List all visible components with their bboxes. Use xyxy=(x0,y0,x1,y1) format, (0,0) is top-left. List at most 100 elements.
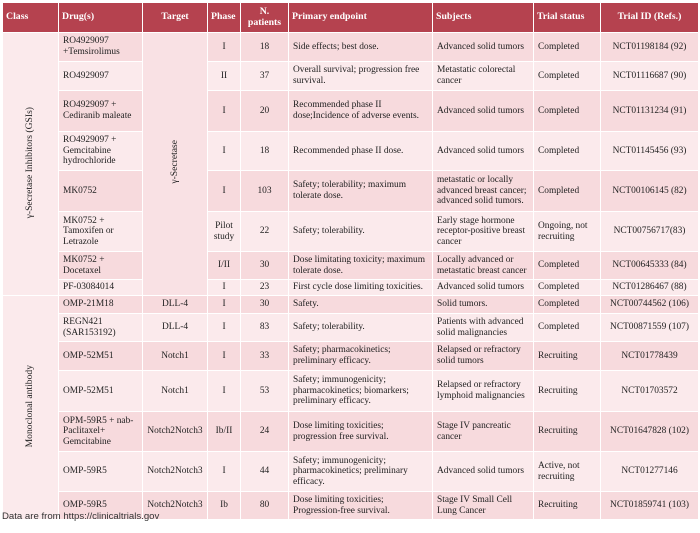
phase-cell: I xyxy=(207,279,241,296)
patients-cell: 103 xyxy=(240,170,289,212)
patients-cell: 37 xyxy=(240,61,289,91)
patients-cell: 18 xyxy=(240,32,289,62)
trial-id-cell: NCT01198184 (92) xyxy=(600,32,699,62)
patients-cell: 22 xyxy=(240,211,289,252)
subjects-cell: Advanced solid tumors xyxy=(432,451,534,492)
phase-cell: I xyxy=(207,313,241,342)
patients-cell: 18 xyxy=(240,131,289,171)
endpoint-cell: Dose limiting toxicities; progression fr… xyxy=(288,411,433,452)
phase-cell: I xyxy=(207,90,241,132)
endpoint-cell: Safety. xyxy=(288,295,433,314)
phase-cell: I xyxy=(207,451,241,492)
drug-cell: RO4929097 + Cediranib maleate xyxy=(58,90,143,132)
trial-id-cell: NCT01647828 (102) xyxy=(600,411,699,452)
trial-id-cell: NCT01131234 (91) xyxy=(600,90,699,132)
header-status: Trial status xyxy=(533,2,601,33)
status-cell: Completed xyxy=(533,131,601,171)
class-label: γ-Secretase Inhibitors (GSIs) xyxy=(24,106,36,218)
header-subjects: Subjects xyxy=(432,2,534,33)
patients-cell: 83 xyxy=(240,313,289,342)
phase-cell: Ib xyxy=(207,491,241,520)
class-label: Monoclonal antibody xyxy=(24,364,36,447)
status-cell: Completed xyxy=(533,32,601,62)
drug-cell: RO4929097 xyxy=(58,61,143,91)
subjects-cell: Advanced solid tumors xyxy=(432,32,534,62)
target-cell: DLL-4 xyxy=(142,295,208,314)
subjects-cell: Patients with advanced solid malignancie… xyxy=(432,313,534,342)
drug-cell: MK0752 + Tamoxifen or Letrazole xyxy=(58,211,143,252)
target-cell: Notch1 xyxy=(142,341,208,371)
trial-id-cell: NCT01145456 (93) xyxy=(600,131,699,171)
class-cell-antibody: Monoclonal antibody xyxy=(2,295,59,520)
endpoint-cell: First cycle dose limiting toxicities. xyxy=(288,279,433,296)
subjects-cell: metastatic or locally advanced breast ca… xyxy=(432,170,534,212)
phase-cell: I/II xyxy=(207,251,241,280)
subjects-cell: Stage IV Small Cell Lung Cancer xyxy=(432,491,534,520)
drug-cell: REGN421 (SAR153192) xyxy=(58,313,143,342)
status-cell: Recruiting xyxy=(533,370,601,412)
table-row: OMP-59R5 Notch2Notch3 Ib 80 Dose limitin… xyxy=(3,491,699,520)
trial-id-cell: NCT01703572 xyxy=(600,370,699,412)
table-row: RO4929097 II 37 Overall survival; progre… xyxy=(3,61,699,91)
patients-cell: 44 xyxy=(240,451,289,492)
patients-cell: 33 xyxy=(240,341,289,371)
phase-cell: Pilot study xyxy=(207,211,241,252)
status-cell: Completed xyxy=(533,251,601,280)
endpoint-cell: Dose limiting toxicities; Progression-fr… xyxy=(288,491,433,520)
patients-cell: 30 xyxy=(240,295,289,314)
footnote: Data are from https://clinicaltrials.gov xyxy=(2,511,160,522)
target-cell: Notch2Notch3 xyxy=(142,411,208,452)
trial-id-cell: NCT01859741 (103) xyxy=(600,491,699,520)
phase-cell: I xyxy=(207,370,241,412)
trial-id-cell: NCT00106145 (82) xyxy=(600,170,699,212)
table-row: OMP-59R5 Notch2Notch3 I 44 Safety; immun… xyxy=(3,451,699,492)
status-cell: Completed xyxy=(533,61,601,91)
drug-cell: PF-03084014 xyxy=(58,279,143,296)
drug-cell: OMP-59R5 xyxy=(58,491,143,520)
subjects-cell: Advanced solid tumors xyxy=(432,90,534,132)
clinical-trials-table: Class Drug(s) Target Phase N. patients P… xyxy=(2,2,699,520)
drug-cell: MK0752 xyxy=(58,170,143,212)
table-row: RO4929097 + Cediranib maleate I 20 Recom… xyxy=(3,90,699,132)
table-row: MK0752 + Tamoxifen or Letrazole Pilot st… xyxy=(3,211,699,252)
drug-cell: RO4929097 +Temsirolimus xyxy=(58,32,143,62)
subjects-cell: Locally advanced or metastatic breast ca… xyxy=(432,251,534,280)
target-cell-gsi: γ-Secretase xyxy=(142,32,208,296)
table-row: OMP-52M51 Notch1 I 33 Safety; pharmacoki… xyxy=(3,341,699,371)
class-cell-gsi: γ-Secretase Inhibitors (GSIs) xyxy=(2,32,59,296)
table-row: RO4929097 + Gemcitabine hydrochloride I … xyxy=(3,131,699,171)
subjects-cell: Relapsed or refractory solid tumors xyxy=(432,341,534,371)
endpoint-cell: Safety; immunogenicity; pharmacokinetics… xyxy=(288,370,433,412)
table-row: OMP-52M51 Notch1 I 53 Safety; immunogeni… xyxy=(3,370,699,412)
table-row: REGN421 (SAR153192) DLL-4 I 83 Safety; t… xyxy=(3,313,699,342)
endpoint-cell: Safety; immunogenicity; pharmacokinetics… xyxy=(288,451,433,492)
phase-cell: I xyxy=(207,131,241,171)
subjects-cell: Stage IV pancreatic cancer xyxy=(432,411,534,452)
endpoint-cell: Safety; tolerability; maximum tolerate d… xyxy=(288,170,433,212)
status-cell: Completed xyxy=(533,170,601,212)
endpoint-cell: Recommended phase II dose;Incidence of a… xyxy=(288,90,433,132)
drug-cell: OPM-59R5 + nab-Paclitaxel+ Gemcitabine xyxy=(58,411,143,452)
drug-cell: OMP-52M51 xyxy=(58,341,143,371)
header-target: Target xyxy=(142,2,208,33)
drug-cell: OMP-21M18 xyxy=(58,295,143,314)
trial-id-cell: NCT00871559 (107) xyxy=(600,313,699,342)
trial-id-cell: NCT00756717(83) xyxy=(600,211,699,252)
trial-id-cell: NCT01286467 (88) xyxy=(600,279,699,296)
status-cell: Active, not recruiting xyxy=(533,451,601,492)
trial-id-cell: NCT00744562 (106) xyxy=(600,295,699,314)
subjects-cell: Relapsed or refractory lymphoid malignan… xyxy=(432,370,534,412)
target-cell: Notch1 xyxy=(142,370,208,412)
drug-cell: OMP-59R5 xyxy=(58,451,143,492)
trial-id-cell: NCT01778439 xyxy=(600,341,699,371)
table-row: OPM-59R5 + nab-Paclitaxel+ Gemcitabine N… xyxy=(3,411,699,452)
table-row: γ-Secretase Inhibitors (GSIs) RO4929097 … xyxy=(2,32,699,296)
endpoint-cell: Safety; tolerability. xyxy=(288,211,433,252)
patients-cell: 80 xyxy=(240,491,289,520)
target-cell: DLL-4 xyxy=(142,313,208,342)
header-endpoint: Primary endpoint xyxy=(288,2,433,33)
endpoint-cell: Safety; pharmacokinetics; preliminary ef… xyxy=(288,341,433,371)
status-cell: Recruiting xyxy=(533,341,601,371)
patients-cell: 53 xyxy=(240,370,289,412)
patients-cell: 20 xyxy=(240,90,289,132)
